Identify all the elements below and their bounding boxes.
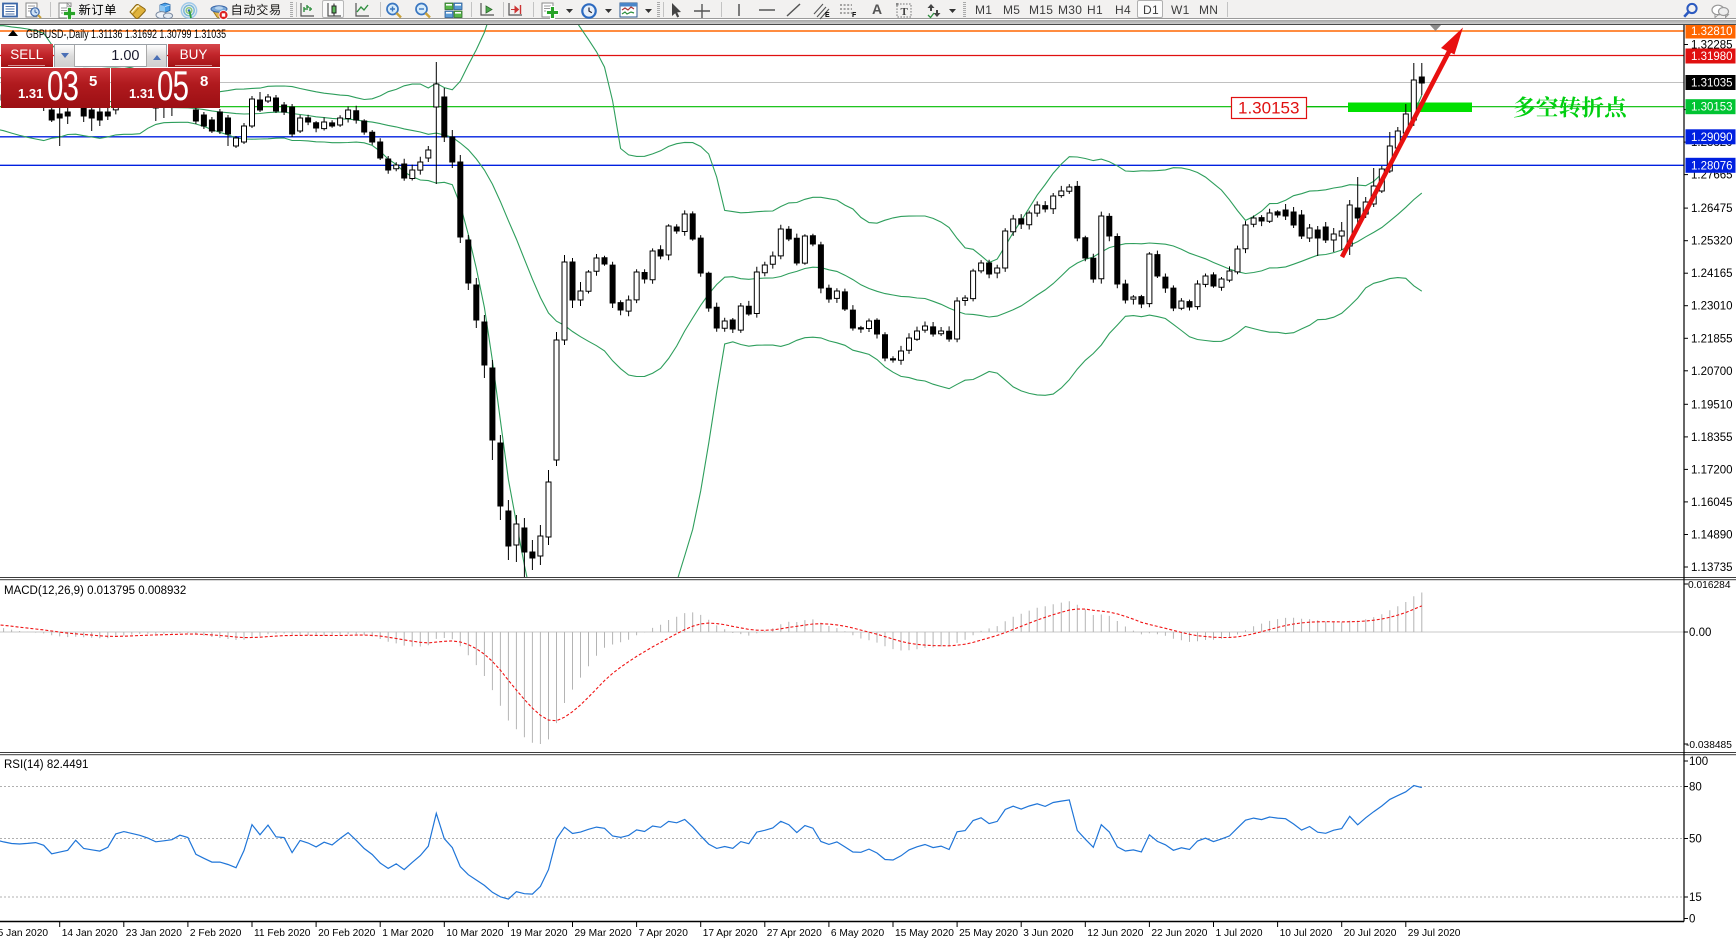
svg-text:1 Mar 2020: 1 Mar 2020: [382, 928, 434, 939]
svg-text:7 Apr 2020: 7 Apr 2020: [639, 928, 689, 939]
svg-text:10 Mar 2020: 10 Mar 2020: [446, 928, 504, 939]
svg-text:6 May 2020: 6 May 2020: [831, 928, 885, 939]
svg-text:19 Mar 2020: 19 Mar 2020: [510, 928, 568, 939]
svg-text:25 May 2020: 25 May 2020: [959, 928, 1018, 939]
svg-text:11 Feb 2020: 11 Feb 2020: [254, 928, 311, 939]
svg-text:GBPUSD-,Daily 1.31136 1.31692: GBPUSD-,Daily 1.31136 1.31692 1.30799 1.…: [26, 29, 226, 41]
svg-text:1.21855: 1.21855: [1691, 333, 1733, 345]
svg-text:100: 100: [1689, 756, 1708, 768]
svg-text:15: 15: [1689, 892, 1702, 904]
svg-text:E: E: [825, 12, 830, 19]
svg-text:1.31035: 1.31035: [1691, 78, 1733, 90]
svg-text:15 May 2020: 15 May 2020: [895, 928, 954, 939]
svg-text:14 Jan 2020: 14 Jan 2020: [62, 928, 118, 939]
svg-text:20 Feb 2020: 20 Feb 2020: [318, 928, 376, 939]
svg-text:1.16045: 1.16045: [1691, 497, 1733, 509]
svg-text:10 Jul 2020: 10 Jul 2020: [1280, 928, 1333, 939]
svg-text:29 Mar 2020: 29 Mar 2020: [575, 928, 633, 939]
svg-text:-0.038485: -0.038485: [1686, 740, 1732, 751]
svg-text:20 Jul 2020: 20 Jul 2020: [1344, 928, 1397, 939]
svg-text:1.28076: 1.28076: [1691, 160, 1733, 172]
svg-text:22 Jun 2020: 22 Jun 2020: [1151, 928, 1207, 939]
svg-text:1.31980: 1.31980: [1691, 51, 1733, 63]
svg-text:3 Jun 2020: 3 Jun 2020: [1023, 928, 1074, 939]
svg-text:1.25320: 1.25320: [1691, 236, 1733, 248]
svg-text:T: T: [901, 6, 909, 18]
svg-text:1.13735: 1.13735: [1691, 562, 1733, 574]
svg-text:17 Apr 2020: 17 Apr 2020: [703, 928, 758, 939]
svg-text:MACD(12,26,9) 0.013795 0.00893: MACD(12,26,9) 0.013795 0.008932: [4, 585, 186, 597]
svg-text:0.00: 0.00: [1689, 627, 1711, 639]
svg-text:50: 50: [1689, 834, 1702, 846]
svg-text:1.24165: 1.24165: [1691, 268, 1733, 280]
svg-text:1.23010: 1.23010: [1691, 301, 1733, 313]
svg-text:0: 0: [1689, 914, 1695, 926]
svg-text:1.18355: 1.18355: [1691, 432, 1733, 444]
svg-text:0.016284: 0.016284: [1688, 580, 1731, 591]
svg-text:1.19510: 1.19510: [1691, 399, 1733, 411]
svg-text:1.32810: 1.32810: [1691, 26, 1733, 38]
svg-text:1.30153: 1.30153: [1238, 99, 1299, 118]
svg-text:RSI(14) 82.4491: RSI(14) 82.4491: [4, 759, 88, 771]
svg-text:80: 80: [1689, 782, 1702, 794]
svg-text:1.29090: 1.29090: [1691, 132, 1733, 144]
svg-text:29 Jul 2020: 29 Jul 2020: [1408, 928, 1461, 939]
svg-text:23 Jan 2020: 23 Jan 2020: [126, 928, 182, 939]
svg-text:12 Jun 2020: 12 Jun 2020: [1087, 928, 1143, 939]
svg-text:27 Apr 2020: 27 Apr 2020: [767, 928, 822, 939]
svg-text:1.17200: 1.17200: [1691, 464, 1733, 476]
svg-text:1.30153: 1.30153: [1691, 102, 1733, 114]
svg-text:5 Jan 2020: 5 Jan 2020: [0, 928, 48, 939]
svg-text:2 Feb 2020: 2 Feb 2020: [190, 928, 242, 939]
svg-text:1.20700: 1.20700: [1691, 366, 1733, 378]
svg-text:1.14890: 1.14890: [1691, 530, 1733, 542]
svg-text:F: F: [852, 12, 857, 19]
svg-text:1 Jul 2020: 1 Jul 2020: [1216, 928, 1263, 939]
svg-text:1.26475: 1.26475: [1691, 203, 1733, 215]
